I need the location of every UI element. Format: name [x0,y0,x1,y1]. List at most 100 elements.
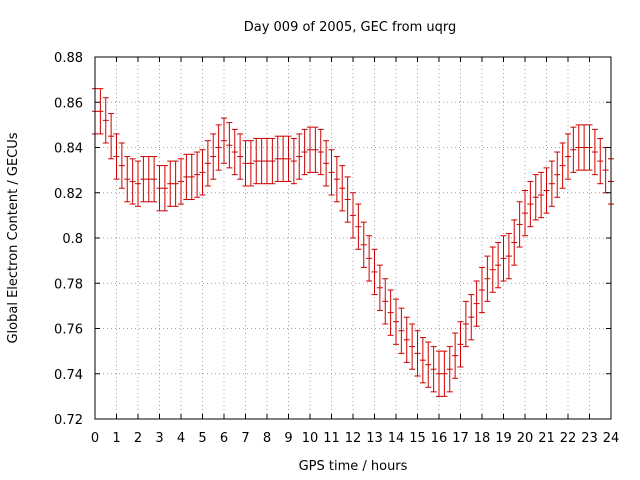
data-point [446,346,453,393]
data-point [505,232,512,280]
data-point [280,135,287,182]
data-point [495,242,502,289]
data-point [124,156,131,203]
y-tick-label: 0.82 [54,187,83,202]
chart-title: Day 009 of 2005, GEC from uqrg [244,20,457,35]
x-tick-label: 7 [241,431,249,446]
data-point [355,203,362,250]
data-point [285,135,292,182]
y-tick-label: 0.74 [54,368,83,383]
data-point [543,167,550,214]
x-tick-label: 20 [517,431,534,446]
data-point [333,156,340,203]
data-point [554,151,561,198]
x-tick-label: 19 [495,431,512,446]
data-point [462,300,469,348]
x-tick-label: 14 [388,431,405,446]
data-point [597,137,604,185]
data-point [366,235,373,282]
x-tick-label: 2 [134,431,142,446]
data-point [237,133,244,180]
y-axis-label: Global Electron Content / GECUs [6,132,21,343]
data-point [468,294,475,341]
data-point [312,126,319,173]
x-tick-label: 16 [431,431,448,446]
data-point [409,323,416,370]
data-point [301,128,308,176]
data-point [344,176,351,223]
x-tick-label: 12 [345,431,362,446]
data-point [194,151,201,198]
data-point [419,337,426,384]
data-point [226,122,233,169]
x-tick-label: 11 [323,431,340,446]
x-tick-label: 23 [581,431,598,446]
data-point [602,147,609,194]
data-point [382,278,389,325]
data-point [188,153,195,201]
data-point [565,133,571,180]
y-tick-label: 0.76 [54,323,83,338]
x-tick-label: 22 [560,431,577,446]
data-point [479,266,485,314]
data-point [387,289,394,336]
x-axis-label: GPS time / hours [299,459,408,474]
y-tick-label: 0.84 [54,142,83,157]
data-point [258,137,265,185]
ticks [94,56,612,420]
data-point [403,316,410,363]
data-point [591,128,598,176]
data-point [360,221,367,268]
data-point [113,133,120,180]
y-tick-label: 0.86 [54,96,83,111]
data-point [323,140,330,187]
data-point [581,124,588,171]
data-point [398,307,405,354]
data-point [532,174,539,221]
data-point [473,280,480,327]
data-point [548,160,555,207]
data-point [511,219,518,266]
data-point [221,117,227,164]
tick-labels: 0 1 2 3 4 5 6 7 8 9 10 11 12 13 14 15 16 17 18 19 20 21 22 23 24… [54,51,619,446]
data-point [371,248,378,296]
error-bars [92,88,614,397]
data-point [135,160,141,207]
x-tick-label: 21 [538,431,555,446]
data-point [102,97,109,144]
x-tick-label: 1 [112,431,120,446]
data-point [516,201,523,248]
data-point [500,235,507,282]
x-tick-label: 9 [284,431,292,446]
data-point [570,126,577,173]
data-point [97,88,104,135]
data-point [339,165,346,212]
x-tick-label: 8 [263,431,271,446]
x-tick-label: 24 [603,431,620,446]
x-tick-label: 10 [302,431,319,446]
data-point [317,128,324,176]
data-point [575,124,582,171]
data-point [145,156,152,203]
x-tick-label: 18 [474,431,491,446]
x-tick-label: 3 [155,431,163,446]
data-point [172,160,179,207]
data-point [215,124,222,171]
data-point [425,341,432,388]
data-point [489,246,496,293]
x-tick-label: 17 [452,431,469,446]
data-point [538,171,545,219]
x-tick-label: 0 [91,431,99,446]
data-point [484,255,491,302]
data-point [204,140,211,187]
data-point [527,180,534,228]
data-point [307,126,313,173]
data-point [296,133,303,180]
data-point [393,298,399,345]
data-point [210,133,217,180]
data-point [199,149,206,196]
data-point [242,140,249,187]
y-tick-label: 0.88 [54,51,83,66]
x-tick-label: 6 [220,431,228,446]
